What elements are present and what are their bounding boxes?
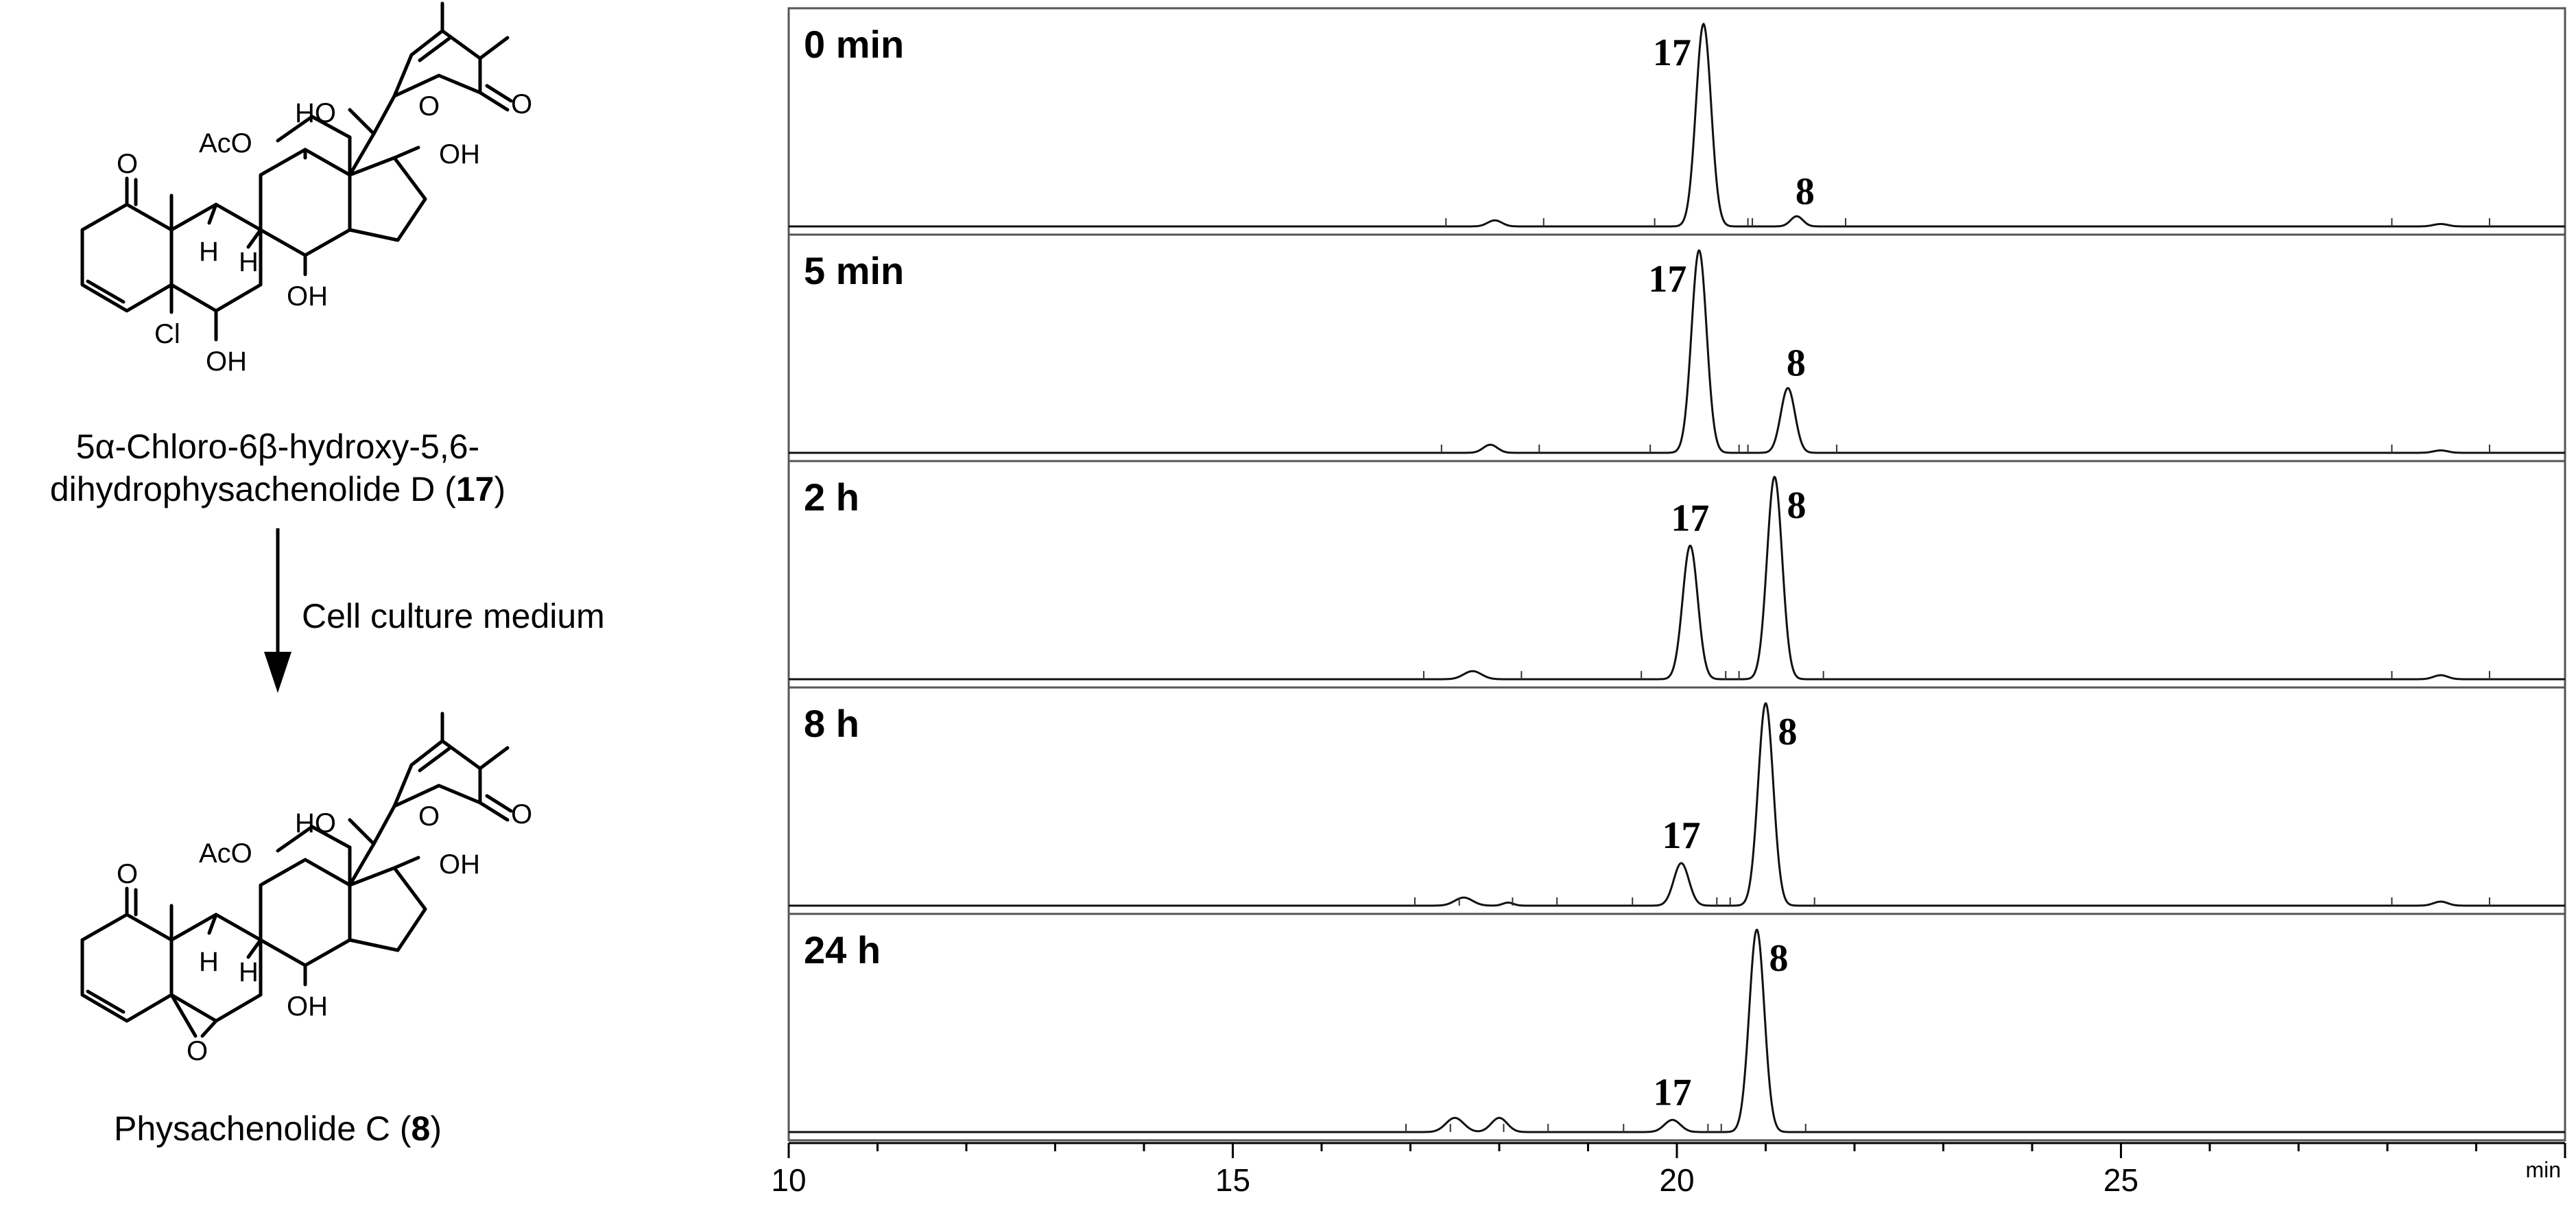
peak-label-8: 8 [1778,711,1798,753]
chromatogram-trace [789,22,2565,228]
compound-8-name: Physachenolide C (8) [114,1109,442,1148]
chromatogram-panel: 8 h 17 8 [787,686,2566,915]
structure-compound-8 [80,711,513,1038]
label-o-ketone-8: O [117,859,138,889]
label-oh-17c: OH [287,281,328,311]
chromatogram-panels: 0 min 17 8 5 min 17 8 2 h 17 8 8 h 17 8 24 h 17 8 [787,7,2566,1142]
label-h-8b: H [199,947,219,977]
panel-time-label: 5 min [804,249,904,292]
x-axis: 10 15 20 25 min [771,1142,2566,1198]
label-acetoxy-8: AcO [199,838,252,869]
structure-17-labels: AcO HO OH O O O H H OH Cl OH [117,89,532,377]
label-ho-8a: HO [295,808,336,838]
panel-frame [787,686,2566,915]
label-acetoxy: AcO [199,128,252,158]
peak-label-8: 8 [1787,342,1806,385]
x-tick-label: 10 [771,1162,806,1198]
label-oh-17b: OH [439,139,480,169]
compound-17-name-line1: 5α-Chloro-6β-hydroxy-5,6- [76,427,479,466]
x-axis-unit: min [2525,1157,2561,1182]
label-h-17a: H [239,247,259,277]
peak-label-8: 8 [1769,937,1789,980]
peak-label-17: 17 [1654,1071,1692,1114]
label-oh-8b: OH [439,849,480,880]
compound-8-number: 8 [412,1109,431,1148]
chromatogram-panel: 5 min 17 8 [787,233,2566,462]
peak-label-8: 8 [1787,484,1806,527]
label-o-lactone-17: O [418,91,440,121]
chromatogram-panel: 2 h 17 8 [787,460,2566,689]
structure-8-labels: AcO HO OH O O O H H OH O [117,799,532,1066]
chromatogram-trace [789,249,2565,454]
arrow-condition-label: Cell culture medium [302,597,605,635]
structure-compound-17 [80,1,513,342]
peak-label-8: 8 [1796,170,1815,213]
x-tick-label: 25 [2103,1162,2138,1198]
peak-label-17: 17 [1648,258,1686,301]
label-ho-17a: HO [295,98,336,128]
compound-17-number: 17 [456,470,494,508]
reaction-arrow [264,528,291,693]
peak-label-17: 17 [1653,32,1691,74]
chromatogram-panel: 0 min 17 8 [787,7,2566,236]
compound-17-name-line2: dihydrophysachenolide D (17) [50,470,505,508]
label-h-17b: H [199,237,219,267]
chromatogram-trace [789,702,2565,907]
x-tick-label: 15 [1215,1162,1250,1198]
panel-time-label: 8 h [804,702,859,745]
label-oh-17d: OH [206,346,247,377]
chromatogram-panel: 24 h 17 8 [787,913,2566,1142]
panel-time-label: 2 h [804,475,859,519]
panel-time-label: 24 h [804,928,881,972]
label-o-carbonyl-8: O [511,799,532,829]
chromatogram-trace [789,928,2565,1133]
label-oh-8c: OH [287,991,328,1022]
label-o-ketone-17: O [117,149,138,179]
label-h-8a: H [239,957,259,987]
peak-label-17: 17 [1662,814,1700,857]
panel-frame [787,913,2566,1142]
label-o-carbonyl-17: O [511,89,532,119]
label-cl-17: Cl [154,319,180,349]
panel-time-label: 0 min [804,23,904,66]
chromatogram-chart: 0 min 17 8 5 min 17 8 2 h 17 8 8 h 17 8 24 h 17 8 10 15… [771,7,2566,1198]
label-o-lactone-8: O [418,801,440,832]
label-o-epoxide-8: O [187,1036,208,1066]
x-tick-label: 20 [1659,1162,1694,1198]
peak-label-17: 17 [1671,497,1709,539]
reaction-scheme: AcO HO OH O O O H H OH Cl OH 5α-Chloro-6… [50,1,605,1148]
chromatogram-trace [789,475,2565,681]
